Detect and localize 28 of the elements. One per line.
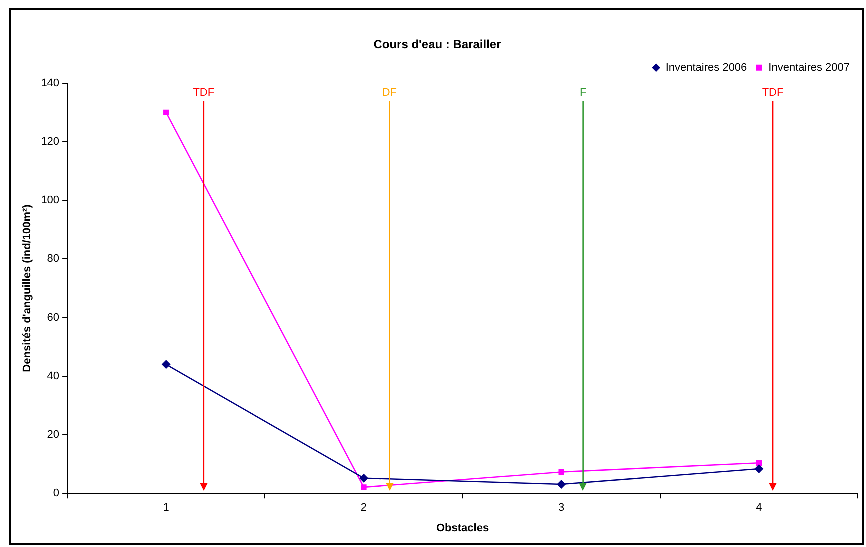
legend-label: Inventaires 2007 — [768, 62, 850, 74]
x-tick-label: 1 — [163, 502, 170, 514]
ref-line-label: TDF — [762, 86, 784, 99]
y-tick-label: 0 — [53, 488, 60, 500]
point — [557, 480, 566, 490]
x-axis-title: Obstacles — [436, 522, 490, 534]
y-tick-label: 60 — [47, 312, 60, 324]
x-tick-label: 2 — [360, 502, 368, 514]
y-tick-label: 100 — [41, 194, 60, 207]
y-tick-label: 20 — [47, 429, 60, 442]
point — [754, 464, 764, 474]
x-tick-label: 3 — [558, 502, 565, 514]
point — [359, 474, 368, 483]
point — [162, 360, 171, 370]
ref-line-label: TDF — [193, 86, 215, 99]
x-tick-label: 4 — [756, 502, 762, 514]
y-tick-label: 140 — [41, 77, 60, 90]
point — [558, 469, 564, 476]
ref-line-label: F — [580, 86, 587, 99]
point — [164, 110, 170, 116]
y-tick-label: 40 — [47, 370, 60, 382]
y-tick-label: 120 — [41, 136, 60, 148]
legend-label: Inventaires 2006 — [666, 62, 748, 74]
point — [361, 484, 367, 490]
chart-title: Cours d'eau : Barailler — [374, 38, 502, 52]
y-axis-title: Densités d'anguilles (ind/100m²) — [22, 204, 34, 372]
ref-line-label: DF — [382, 86, 398, 99]
y-tick-label: 80 — [47, 253, 60, 266]
